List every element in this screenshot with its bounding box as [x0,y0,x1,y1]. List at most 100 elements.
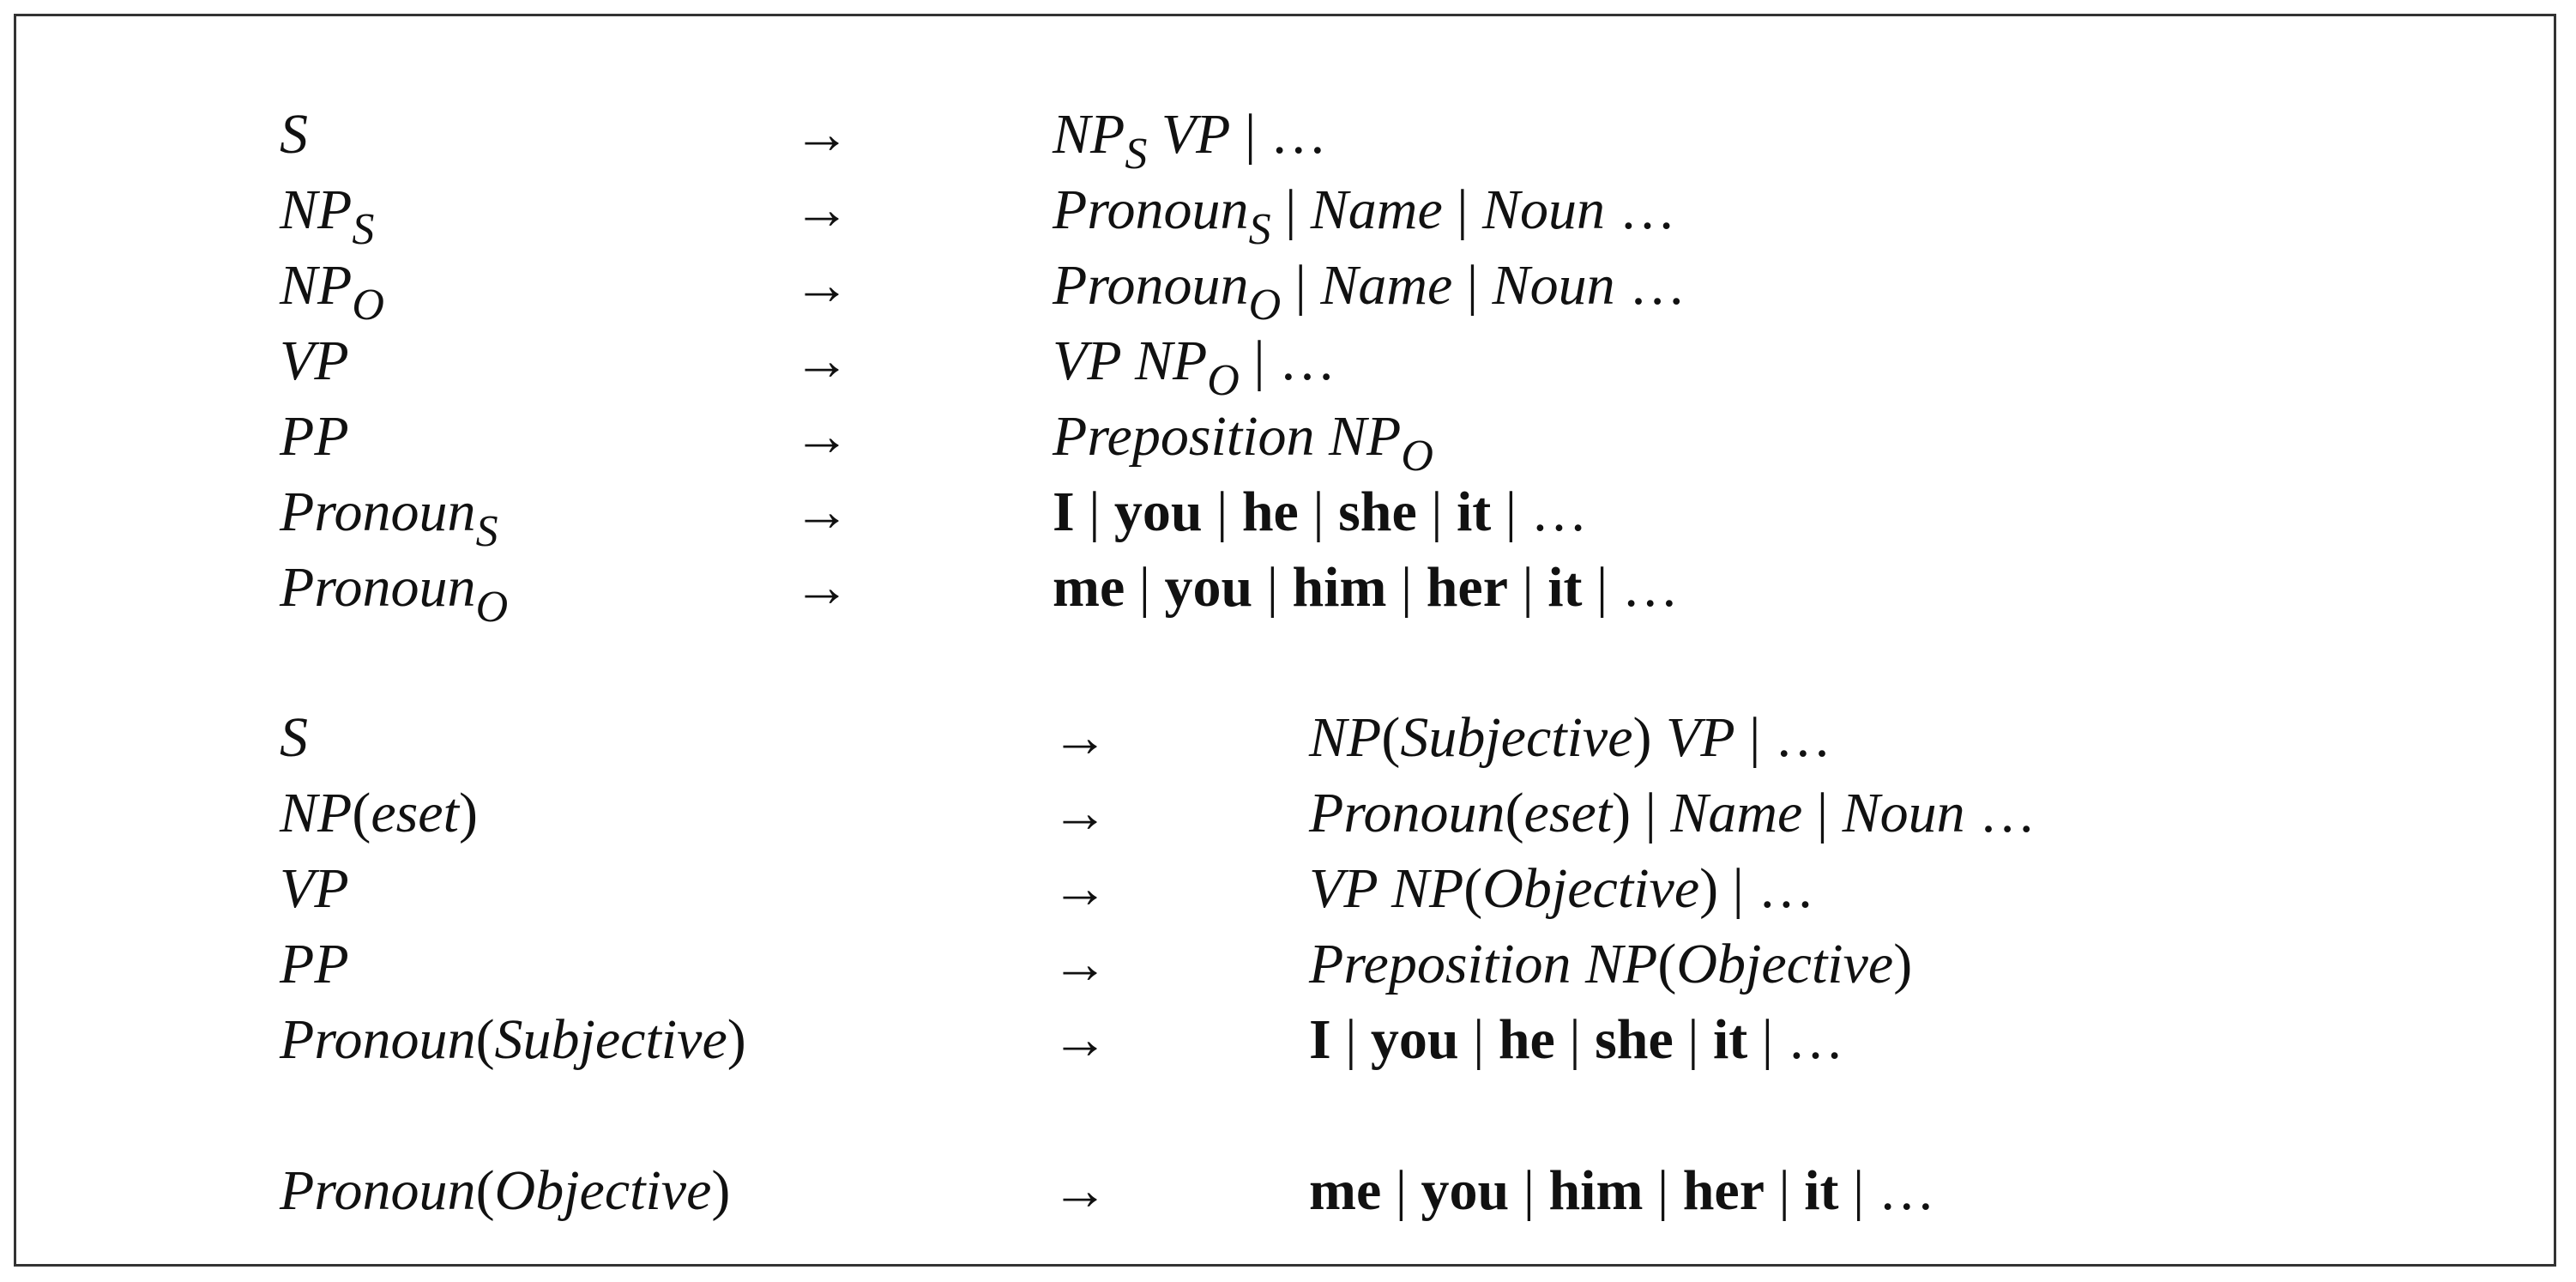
rule-rhs: me | you | him | her | it | … [1309,1153,1935,1229]
rule-rhs: NP(Subjective) VP | … [1309,700,1831,776]
plain-text: | [1270,178,1311,241]
plain-text: | [1074,481,1114,543]
rewrite-arrow: → [1052,706,1108,769]
subscript-text: S [475,507,498,556]
grammar1-rule-s: S → NPS VP | … [16,97,2559,177]
grammar2-rule-np-case: NP(eset) → Pronoun(eset) | Name | Noun … [16,776,2559,851]
grammar1-rule-vp: VP → VP NPO | … [16,324,2559,403]
rule-rhs: Pronoun(eset) | Name | Noun … [1309,776,2036,851]
rule-rhs: I | you | he | she | it | … [1053,475,1588,550]
rule-lhs: S [280,97,308,172]
terminal-text: me [1053,556,1125,619]
symbol-text: Preposition NP [1309,933,1658,995]
symbol-text: S [280,706,308,769]
symbol-text: Noun [1492,254,1615,317]
rule-lhs: VP [280,851,349,927]
plain-text: | [1452,254,1493,317]
figure-frame: S → NPS VP | … NPS → PronounS | Name | N… [14,14,2556,1267]
rule-lhs: PP [280,399,349,475]
plain-text: | [1802,782,1843,844]
plain-text: | [1458,1008,1499,1071]
plain-text: ( [1505,782,1524,844]
plain-text: | [1298,481,1339,543]
symbol-text: VP [1651,706,1735,769]
symbol-text: VP [280,330,349,392]
plain-text: | [1125,556,1165,619]
rule-lhs: S [280,700,308,776]
plain-text: | [1281,254,1321,317]
symbol-text: Preposition NP [1053,405,1402,468]
plain-text: | [1252,556,1293,619]
plain-text: | [1554,1008,1596,1071]
terminal-text: you [1164,556,1253,619]
subscript-text: O [1248,281,1282,330]
symbol-text: Name [1320,254,1453,317]
terminal-text: her [1682,1159,1765,1222]
plain-text: ) [711,1159,731,1222]
grammar1-rule-pronoun-s: PronounS → I | you | he | she | it | … [16,475,2559,554]
terminal-text: her [1426,556,1508,619]
rewrite-arrow: → [1052,1008,1108,1071]
rule-rhs: VP NP(Objective) | … [1309,851,1814,927]
terminal-text: she [1595,1008,1674,1071]
symbol-text: Objective [1676,933,1894,995]
plain-text: | … [1734,706,1831,769]
plain-text: | [1673,1008,1713,1071]
plain-text: ) [1893,933,1913,995]
plain-text: ( [352,782,371,844]
plain-text: | … [1230,103,1327,166]
rewrite-arrow: → [1052,933,1108,995]
plain-text: | [1507,556,1548,619]
rule-rhs: PronounO | Name | Noun … [1053,248,1686,328]
plain-text: ) [1632,706,1652,769]
symbol-text: NP [280,178,353,241]
rule-rhs: I | you | he | she | it | … [1309,1002,1844,1078]
subscript-text: O [1401,432,1433,481]
rewrite-arrow: → [793,254,850,317]
plain-text: ( [475,1159,495,1222]
subscript-text: O [352,281,384,330]
terminal-text: you [1421,1159,1510,1222]
plain-text: | … [1239,330,1336,392]
grammar2-rule-pp: PP → Preposition NP(Objective) [16,927,2559,1002]
plain-text: ) [727,1008,746,1071]
rewrite-arrow: → [1052,782,1108,844]
terminal-text: me [1309,1159,1382,1222]
symbol-text: Noun [1842,782,1965,844]
symbol-text: Pronoun [280,481,476,543]
plain-text: | [1202,481,1242,543]
rule-lhs: Pronoun(Objective) [280,1153,730,1229]
subscript-text: S [1248,205,1271,254]
plain-text: … [1964,782,2036,844]
symbol-text: PP [280,405,349,468]
symbol-text: Pronoun [1309,782,1505,844]
grammar1-rule-np-s: NPS → PronounS | Name | Noun … [16,172,2559,252]
rule-lhs: Pronoun(Subjective) [280,1002,746,1078]
grammar1-rule-pronoun-o: PronounO → me | you | him | her | it | … [16,550,2559,630]
symbol-text: PP [280,933,349,995]
grammar2-rule-pronoun-subjective: Pronoun(Subjective) → I | you | he | she… [16,1002,2559,1078]
symbol-text: Name [1670,782,1803,844]
plain-text: ) [458,782,478,844]
subscript-text: S [1125,130,1148,178]
symbol-text: Pronoun [1053,254,1249,317]
terminal-text: I [1309,1008,1331,1071]
rewrite-arrow: → [1052,1159,1108,1222]
rewrite-arrow: → [793,405,850,468]
rewrite-arrow: → [793,481,850,543]
symbol-text: eset [371,782,459,844]
rule-rhs: VP NPO | … [1053,324,1336,403]
terminal-text: he [1498,1008,1555,1071]
symbol-text: Subjective [1400,706,1633,769]
terminal-text: it [1712,1008,1748,1071]
terminal-text: him [1548,1159,1644,1222]
symbol-text: NP [1053,103,1125,166]
plain-text: … [1614,254,1686,317]
terminal-text: it [1804,1159,1839,1222]
symbol-text: Name [1310,178,1443,241]
plain-text: ( [475,1008,495,1071]
symbol-text: VP [280,857,349,920]
rewrite-arrow: → [793,556,850,619]
plain-text: | [1631,782,1671,844]
plain-text: ( [1381,706,1401,769]
